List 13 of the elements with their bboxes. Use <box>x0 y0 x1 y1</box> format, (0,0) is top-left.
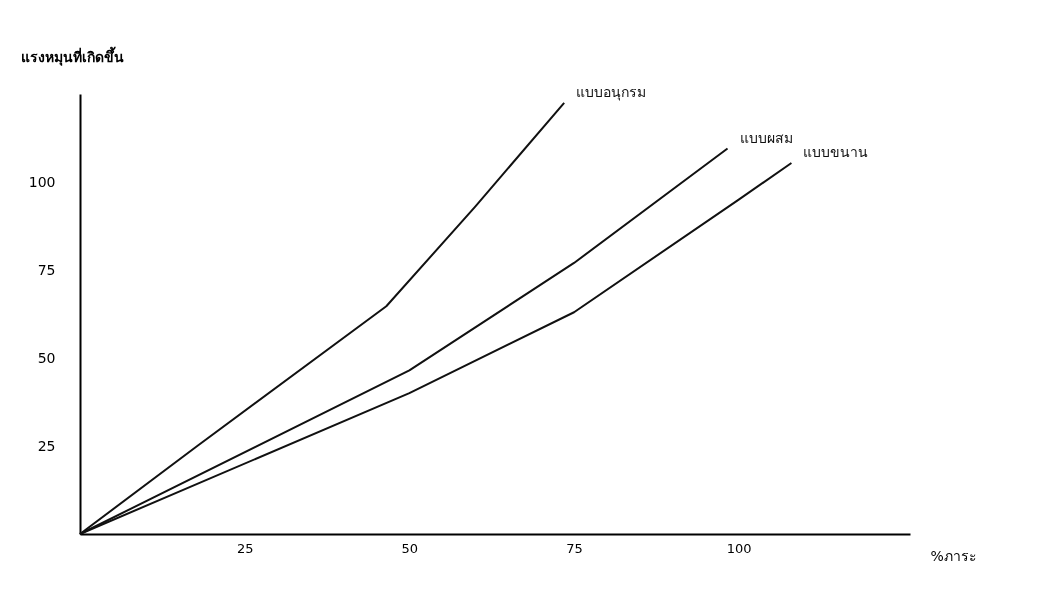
y-tick-label: 75 <box>37 261 56 278</box>
y-tick-label: 25 <box>37 437 56 454</box>
series-label: แบบผสม <box>739 129 793 146</box>
x-tick-label: 25 <box>236 540 254 556</box>
x-tick-label: 75 <box>566 540 583 556</box>
y-tick-label: 100 <box>28 173 56 190</box>
y-tick-label: 50 <box>37 349 56 366</box>
series-label: แบบอนุกรม <box>576 83 647 101</box>
series-label: แบบขนาน <box>803 143 869 160</box>
x-axis-title: %ภาระ <box>930 547 977 564</box>
x-tick-label: 100 <box>726 540 752 556</box>
x-tick-label: 50 <box>401 540 419 556</box>
y-axis-title: แรงหมุนที่เกิดขึ้น <box>20 45 124 66</box>
